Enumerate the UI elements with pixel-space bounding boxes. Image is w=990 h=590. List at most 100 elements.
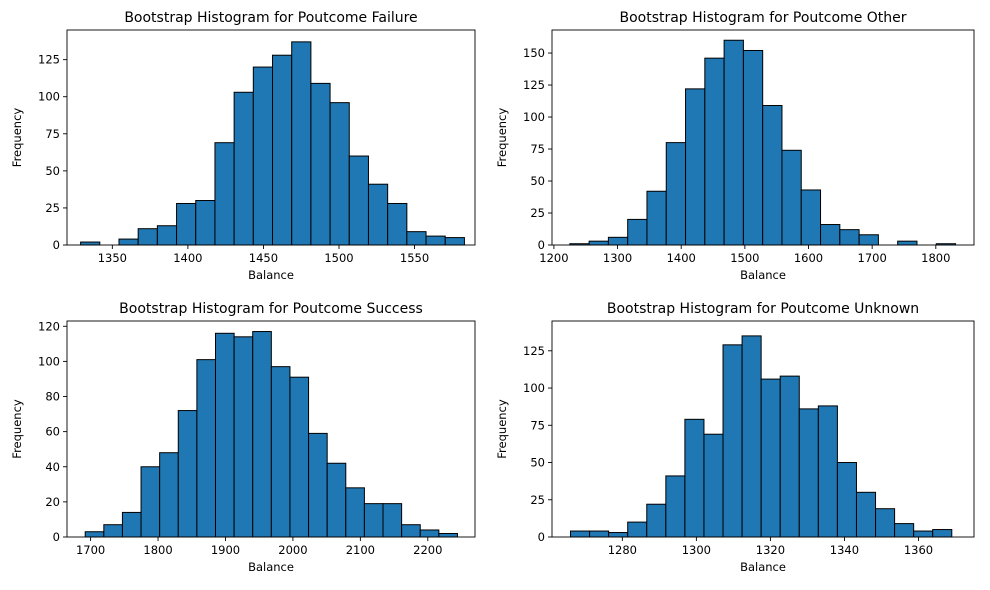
- histogram-bar: [722, 344, 743, 538]
- histogram-bar: [159, 452, 179, 538]
- x-tick-label: 1280: [608, 543, 637, 557]
- histogram-bar: [419, 529, 440, 538]
- y-tick-label: 20: [45, 495, 60, 509]
- histogram-bar: [401, 524, 421, 538]
- x-tick-label: 1500: [730, 251, 759, 265]
- histogram-bar: [406, 231, 427, 246]
- x-tick-label: 1900: [211, 543, 240, 557]
- histogram-bar: [589, 530, 610, 538]
- histogram-bar: [310, 82, 331, 246]
- x-tick-label: 1500: [324, 251, 353, 265]
- plot-frame: [66, 29, 476, 246]
- x-tick-label: 1320: [756, 543, 785, 557]
- x-tick-label: 2200: [413, 543, 442, 557]
- x-tick-label: 2100: [346, 543, 375, 557]
- chart-title: Bootstrap Histogram for Poutcome Success: [119, 301, 423, 317]
- histogram-bar: [762, 105, 783, 246]
- histogram-bar: [345, 487, 365, 538]
- y-tick-label: 100: [523, 381, 545, 395]
- histogram-bar: [685, 88, 706, 246]
- histogram-bar: [855, 491, 877, 538]
- histogram-panel-0: 1350 1400 1450 1500 1550 0 25 50 75 100 125 Bootstr…: [10, 10, 476, 282]
- histogram-bar: [836, 462, 857, 538]
- y-tick-label: 25: [530, 206, 545, 220]
- x-tick-label: 1700: [858, 251, 887, 265]
- histogram-bar: [894, 523, 915, 538]
- y-axis-label: Frequency: [495, 108, 509, 168]
- histogram-bar: [140, 466, 161, 538]
- x-axis-label: Balance: [740, 268, 786, 282]
- histogram-bar: [291, 41, 312, 246]
- x-tick-label: 1600: [794, 251, 823, 265]
- x-tick-label: 1300: [603, 251, 632, 265]
- histogram-bar: [627, 218, 648, 246]
- y-tick-label: 75: [45, 127, 60, 141]
- x-tick-label: 1800: [143, 543, 172, 557]
- x-tick-label: 1450: [249, 251, 278, 265]
- histogram-bar: [779, 375, 800, 538]
- histogram-bar: [214, 332, 235, 538]
- histogram-bar: [703, 433, 724, 538]
- y-tick-label: 50: [530, 174, 545, 188]
- y-tick-label: 125: [523, 78, 545, 92]
- histogram-bar: [570, 530, 591, 538]
- x-tick-label: 1400: [667, 251, 696, 265]
- x-tick-label: 1350: [98, 251, 127, 265]
- x-tick-label: 1700: [76, 543, 105, 557]
- histogram-bar: [103, 524, 123, 538]
- histogram-bar: [176, 202, 197, 246]
- histogram-bar: [607, 236, 629, 246]
- histogram-bar: [137, 228, 158, 246]
- histogram-bar: [742, 49, 764, 246]
- histogram-panel-3: 1280 1300 1320 1340 1360 0 25 50 75 100 125 Bootstr…: [495, 301, 975, 574]
- histogram-bar: [367, 183, 389, 246]
- y-tick-label: 50: [530, 456, 545, 470]
- histogram-bar: [121, 511, 142, 538]
- histogram-bar: [425, 235, 446, 246]
- x-tick-label: 1340: [830, 543, 859, 557]
- histogram-bar: [196, 359, 216, 538]
- histogram-bar: [627, 521, 648, 538]
- histogram-bar: [382, 503, 403, 538]
- y-tick-label: 75: [530, 418, 545, 432]
- x-tick-label: 1800: [921, 251, 950, 265]
- y-tick-label: 60: [45, 425, 60, 439]
- y-tick-label: 0: [53, 238, 60, 252]
- y-tick-label: 125: [523, 344, 545, 358]
- histogram-bar: [177, 410, 198, 538]
- plot-frame: [551, 320, 975, 538]
- x-axis-label: Balance: [248, 560, 294, 574]
- histogram-bar: [387, 202, 408, 246]
- y-tick-label: 25: [530, 493, 545, 507]
- histogram-bar: [913, 530, 934, 538]
- y-tick-label: 80: [45, 390, 60, 404]
- histogram-bar: [444, 237, 465, 246]
- y-axis-label: Frequency: [10, 108, 24, 168]
- y-tick-label: 100: [523, 110, 545, 124]
- chart-title: Bootstrap Histogram for Poutcome Unknown: [607, 301, 919, 317]
- histogram-bar: [588, 240, 609, 246]
- histogram-bar: [195, 200, 216, 246]
- histogram-bar: [156, 225, 178, 246]
- histogram-panel-1: 1200 1300 1400 1500 1600 1700 1800 0 25 50 75 100 12…: [495, 10, 975, 282]
- x-tick-label: 1200: [539, 251, 568, 265]
- x-tick-label: 2000: [278, 543, 307, 557]
- histogram-bar: [233, 336, 254, 538]
- y-tick-label: 150: [523, 46, 545, 60]
- y-tick-label: 0: [538, 238, 545, 252]
- plot-frame: [66, 320, 476, 538]
- histogram-bar: [438, 532, 458, 538]
- histogram-bar: [646, 503, 667, 538]
- chart-title: Bootstrap Histogram for Poutcome Other: [619, 10, 906, 26]
- y-tick-label: 25: [45, 201, 60, 215]
- histogram-bar: [665, 475, 686, 538]
- x-tick-label: 1300: [682, 543, 711, 557]
- x-tick-label: 1400: [173, 251, 202, 265]
- histogram-bar: [608, 532, 629, 538]
- histogram-bar: [308, 432, 328, 538]
- histogram-bar: [932, 529, 953, 538]
- x-tick-label: 1360: [904, 543, 933, 557]
- histogram-bar: [214, 142, 235, 246]
- y-tick-label: 40: [45, 460, 60, 474]
